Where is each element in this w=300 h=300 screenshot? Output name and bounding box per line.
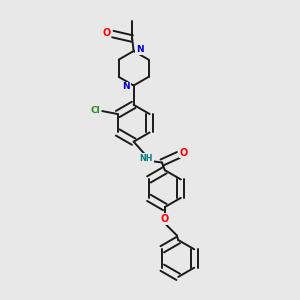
Text: O: O xyxy=(102,28,110,38)
Text: NH: NH xyxy=(140,154,153,163)
Text: N: N xyxy=(122,82,130,91)
Text: O: O xyxy=(161,214,169,224)
Text: O: O xyxy=(179,148,188,158)
Text: N: N xyxy=(136,45,143,54)
Text: Cl: Cl xyxy=(91,106,100,115)
